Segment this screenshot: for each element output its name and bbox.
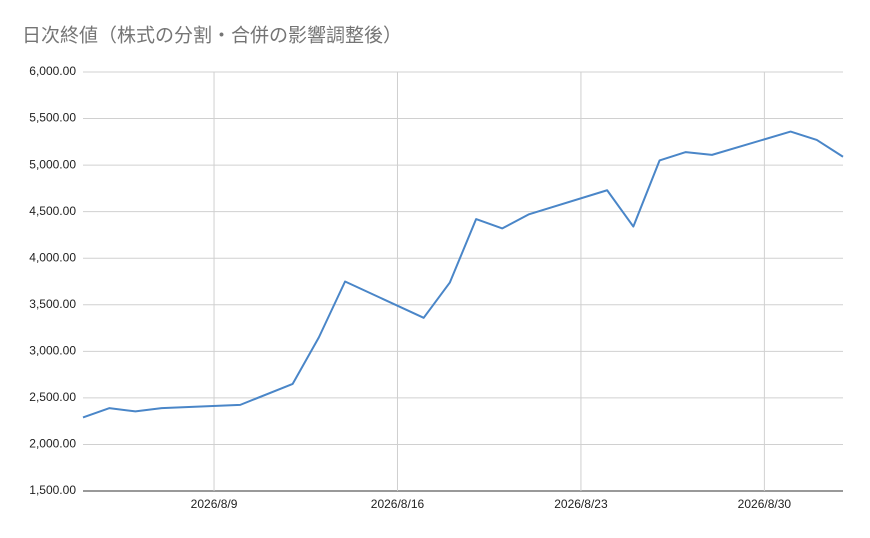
y-tick-label: 4,000.00 <box>29 250 76 264</box>
y-tick-label: 4,500.00 <box>29 204 76 218</box>
y-tick-label: 1,500.00 <box>29 483 76 497</box>
y-tick-label: 6,000.00 <box>29 64 76 78</box>
y-tick-label: 2,500.00 <box>29 390 76 404</box>
y-tick-label: 5,000.00 <box>29 157 76 171</box>
y-tick-label: 2,000.00 <box>29 437 76 451</box>
y-tick-label: 5,500.00 <box>29 111 76 125</box>
line-series <box>82 130 844 419</box>
y-tick-label: 3,000.00 <box>29 344 76 358</box>
x-tick-label: 2026/8/23 <box>554 497 608 511</box>
y-tick-label: 3,500.00 <box>29 297 76 311</box>
x-tick-label: 2026/8/30 <box>738 497 792 511</box>
chart-title: 日次終値（株式の分割・合併の影響調整後） <box>22 25 402 47</box>
x-tick-label: 2026/8/9 <box>191 497 238 511</box>
x-tick-label: 2026/8/16 <box>371 497 425 511</box>
